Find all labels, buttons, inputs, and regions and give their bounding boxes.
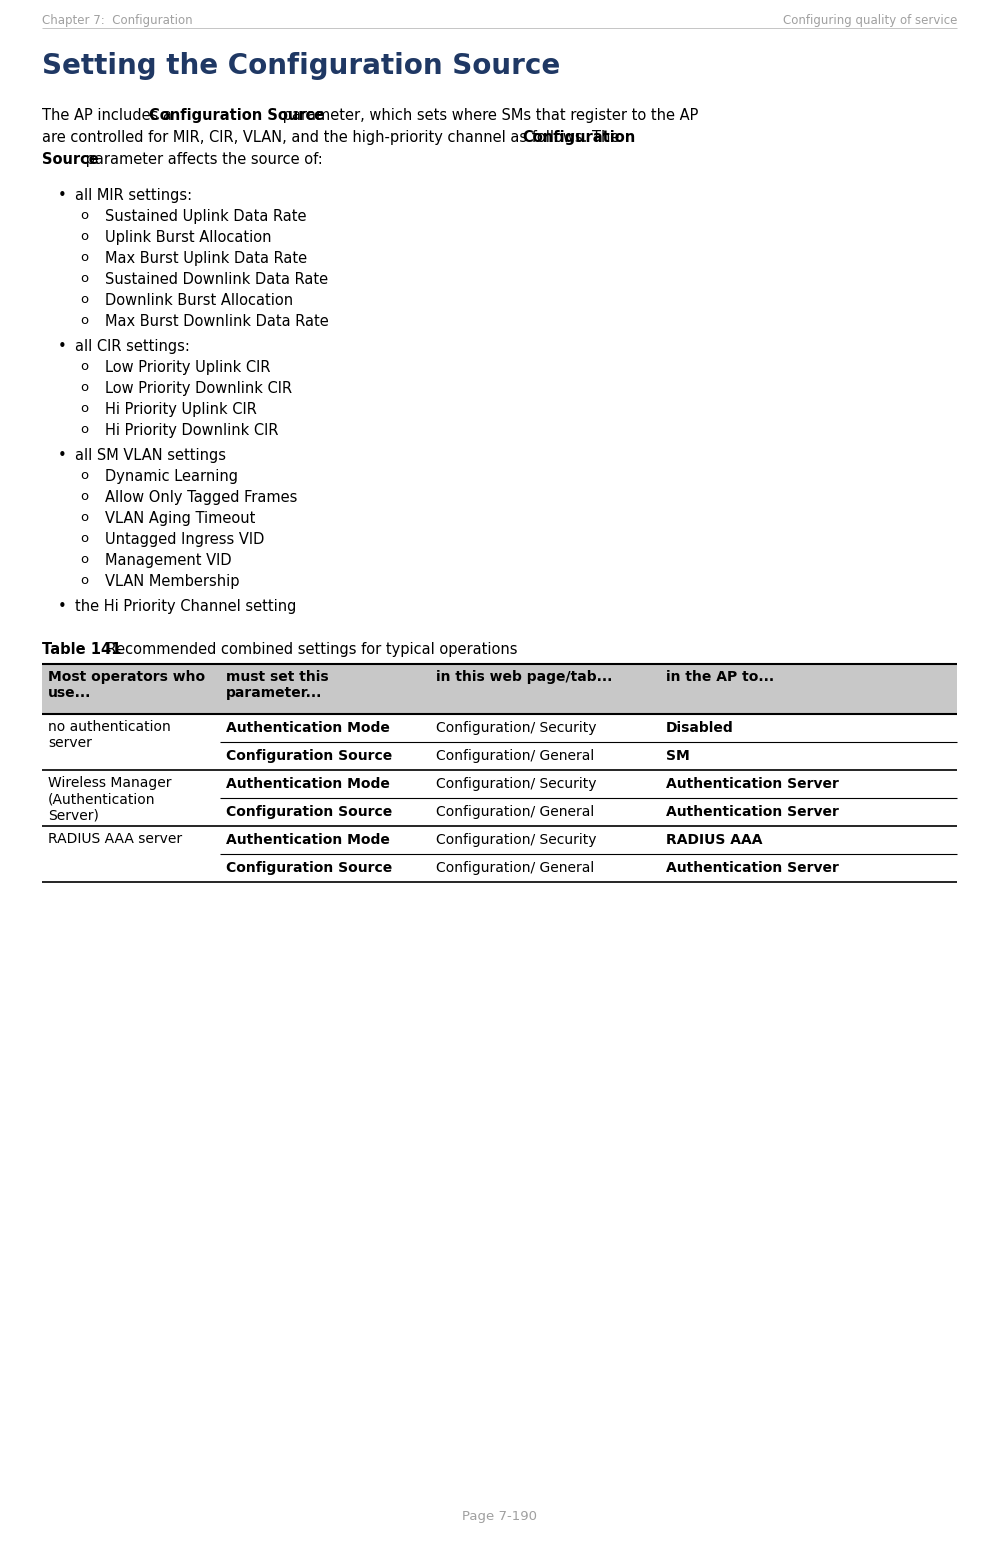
Text: Configuration Source: Configuration Source xyxy=(226,804,393,818)
Text: Sustained Uplink Data Rate: Sustained Uplink Data Rate xyxy=(105,209,307,224)
Text: Chapter 7:  Configuration: Chapter 7: Configuration xyxy=(42,14,193,26)
Text: Authentication Mode: Authentication Mode xyxy=(226,720,390,734)
Text: SM: SM xyxy=(666,748,689,762)
Text: o: o xyxy=(80,314,88,327)
Bar xyxy=(42,664,957,714)
Text: Allow Only Tagged Frames: Allow Only Tagged Frames xyxy=(105,490,298,506)
Text: •: • xyxy=(58,339,67,355)
Text: VLAN Aging Timeout: VLAN Aging Timeout xyxy=(105,510,256,526)
Text: Setting the Configuration Source: Setting the Configuration Source xyxy=(42,51,560,79)
Text: Authentication Mode: Authentication Mode xyxy=(226,776,390,790)
Text: parameter, which sets where SMs that register to the AP: parameter, which sets where SMs that reg… xyxy=(278,107,698,123)
Text: all MIR settings:: all MIR settings: xyxy=(75,188,192,202)
Text: no authentication
server: no authentication server xyxy=(48,720,171,750)
Text: Authentication Server: Authentication Server xyxy=(666,776,839,790)
Text: Page 7-190: Page 7-190 xyxy=(462,1509,537,1523)
Text: the Hi Priority Channel setting: the Hi Priority Channel setting xyxy=(75,599,297,615)
Text: o: o xyxy=(80,574,88,587)
Text: Authentication Server: Authentication Server xyxy=(666,804,839,818)
Text: Untagged Ingress VID: Untagged Ingress VID xyxy=(105,532,265,548)
Text: Management VID: Management VID xyxy=(105,552,232,568)
Text: Configuration/ General: Configuration/ General xyxy=(436,804,594,818)
Text: The AP includes a: The AP includes a xyxy=(42,107,177,123)
Text: Configuration/ Security: Configuration/ Security xyxy=(436,720,596,734)
Text: Configuration/ Security: Configuration/ Security xyxy=(436,776,596,790)
Text: Uplink Burst Allocation: Uplink Burst Allocation xyxy=(105,230,272,244)
Text: Table 141: Table 141 xyxy=(42,643,121,657)
Text: o: o xyxy=(80,423,88,436)
Text: o: o xyxy=(80,468,88,482)
Text: parameter affects the source of:: parameter affects the source of: xyxy=(81,152,323,166)
Text: •: • xyxy=(58,448,67,464)
Text: Authentication Server: Authentication Server xyxy=(666,860,839,874)
Text: Configuration/ Security: Configuration/ Security xyxy=(436,832,596,846)
Text: Sustained Downlink Data Rate: Sustained Downlink Data Rate xyxy=(105,272,328,286)
Text: Hi Priority Downlink CIR: Hi Priority Downlink CIR xyxy=(105,423,279,437)
Text: RADIUS AAA server: RADIUS AAA server xyxy=(48,832,182,846)
Text: Low Priority Uplink CIR: Low Priority Uplink CIR xyxy=(105,359,271,375)
Text: o: o xyxy=(80,272,88,285)
Text: o: o xyxy=(80,401,88,415)
Text: Disabled: Disabled xyxy=(666,720,733,734)
Text: o: o xyxy=(80,209,88,223)
Text: Configuring quality of service: Configuring quality of service xyxy=(782,14,957,26)
Text: Configuration/ General: Configuration/ General xyxy=(436,860,594,874)
Text: Recommended combined settings for typical operations: Recommended combined settings for typica… xyxy=(102,643,517,657)
Text: are controlled for MIR, CIR, VLAN, and the high-priority channel as follows. The: are controlled for MIR, CIR, VLAN, and t… xyxy=(42,131,624,145)
Text: Configuration Source: Configuration Source xyxy=(149,107,324,123)
Text: •: • xyxy=(58,599,67,615)
Text: in the AP to...: in the AP to... xyxy=(666,671,774,685)
Text: o: o xyxy=(80,510,88,524)
Text: all SM VLAN settings: all SM VLAN settings xyxy=(75,448,226,464)
Text: Wireless Manager
(Authentication
Server): Wireless Manager (Authentication Server) xyxy=(48,776,172,823)
Text: Authentication Mode: Authentication Mode xyxy=(226,832,390,846)
Text: Configuration Source: Configuration Source xyxy=(226,748,393,762)
Text: o: o xyxy=(80,230,88,243)
Text: in this web page/tab...: in this web page/tab... xyxy=(436,671,612,685)
Text: o: o xyxy=(80,532,88,545)
Text: must set this
parameter...: must set this parameter... xyxy=(226,671,329,700)
Text: VLAN Membership: VLAN Membership xyxy=(105,574,240,590)
Text: o: o xyxy=(80,251,88,265)
Text: Dynamic Learning: Dynamic Learning xyxy=(105,468,238,484)
Text: Max Burst Downlink Data Rate: Max Burst Downlink Data Rate xyxy=(105,314,329,328)
Text: o: o xyxy=(80,381,88,394)
Text: Source: Source xyxy=(42,152,99,166)
Text: o: o xyxy=(80,490,88,503)
Text: o: o xyxy=(80,293,88,307)
Text: RADIUS AAA: RADIUS AAA xyxy=(666,832,762,846)
Text: all CIR settings:: all CIR settings: xyxy=(75,339,190,355)
Text: •: • xyxy=(58,188,67,202)
Text: Configuration/ General: Configuration/ General xyxy=(436,748,594,762)
Text: Configuration Source: Configuration Source xyxy=(226,860,393,874)
Text: Max Burst Uplink Data Rate: Max Burst Uplink Data Rate xyxy=(105,251,307,266)
Text: Downlink Burst Allocation: Downlink Burst Allocation xyxy=(105,293,293,308)
Text: o: o xyxy=(80,552,88,566)
Text: Low Priority Downlink CIR: Low Priority Downlink CIR xyxy=(105,381,292,395)
Text: o: o xyxy=(80,359,88,373)
Text: Configuration: Configuration xyxy=(522,131,635,145)
Text: Most operators who
use...: Most operators who use... xyxy=(48,671,205,700)
Text: Hi Priority Uplink CIR: Hi Priority Uplink CIR xyxy=(105,401,257,417)
